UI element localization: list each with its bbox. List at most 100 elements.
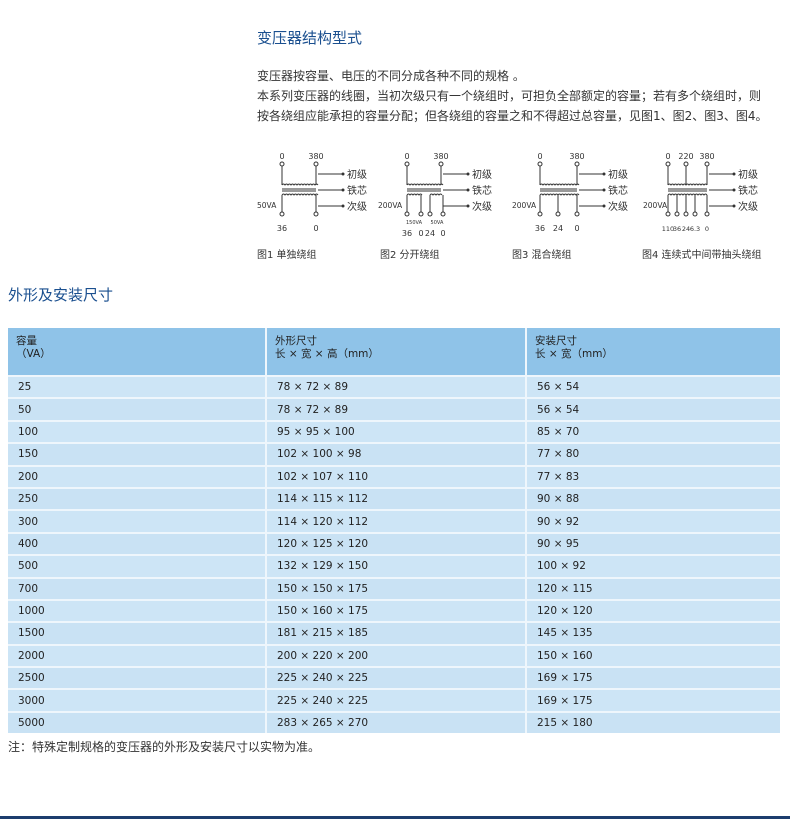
figure-caption: 图4 连续式中间带抽头绕组 [642, 248, 762, 261]
cell-mounting-size: 150 × 160 [526, 643, 780, 668]
cell-capacity: 5000 [8, 710, 267, 734]
cell-capacity: 400 [8, 531, 267, 556]
arrow-head-icon [341, 188, 345, 192]
cell-capacity: 2000 [8, 643, 267, 668]
secondary-coil [429, 193, 443, 196]
capacity-label: 200VA [378, 201, 403, 210]
secondary-voltage-label: 0 [418, 229, 423, 238]
table-row: 400 120 × 125 × 120 90 × 95 [8, 531, 780, 556]
arrow-head-icon [732, 188, 736, 192]
figure-caption: 图2 分开绕组 [380, 248, 440, 261]
table-row: 2500 225 × 240 × 225 169 × 175 [8, 666, 780, 690]
arrow-head-icon [602, 204, 606, 208]
terminal-icon [692, 211, 698, 217]
section-title-dimensions: 外形及安装尺寸 [8, 286, 114, 304]
terminal-icon [704, 161, 710, 167]
secondary-voltage-label: 36 [673, 225, 681, 233]
terminal-icon [574, 211, 580, 217]
cell-mounting-size: 56 × 54 [526, 397, 780, 421]
primary-voltage-label: 0 [279, 152, 284, 161]
arrow-head-icon [602, 188, 606, 192]
winding-legend-label: 初级 [608, 168, 628, 181]
terminal-icon [683, 161, 689, 167]
table-row: 2000 200 × 220 × 200 150 × 160 [8, 643, 780, 668]
secondary-voltage-label: 0 [574, 224, 579, 233]
header-mounting-size: 安装尺寸长 × 宽（mm） [526, 328, 780, 376]
cell-outline-size: 225 × 240 × 225 [266, 666, 527, 690]
figure-caption: 图3 混合绕组 [512, 248, 572, 261]
terminal-icon [537, 211, 543, 217]
cell-outline-size: 150 × 150 × 175 [266, 576, 527, 600]
table-row: 200 102 × 107 × 110 77 × 83 [8, 464, 780, 488]
table-row: 100 95 × 95 × 100 85 × 70 [8, 419, 780, 444]
cell-mounting-size: 169 × 175 [526, 688, 780, 712]
header-line: 外形尺寸 [275, 335, 317, 347]
secondary-voltage-label: 0 [705, 225, 709, 233]
cell-outline-size: 150 × 160 × 175 [266, 598, 527, 623]
terminal-icon [279, 211, 285, 217]
terminal-icon [665, 161, 671, 167]
cell-mounting-size: 90 × 95 [526, 531, 780, 556]
primary-voltage-label: 0 [404, 152, 409, 161]
terminal-icon [537, 161, 543, 167]
terminal-icon [440, 211, 446, 217]
cell-capacity: 25 [8, 374, 267, 399]
secondary-voltage-label: 24 [553, 224, 563, 233]
intro-line: 本系列变压器的线圈，当初次级只有一个绕组时，可担负全部额定的容量；若有多个绕组时… [257, 89, 762, 103]
capacity-label: 200VA [512, 201, 537, 210]
secondary-coil [539, 193, 580, 196]
cell-outline-size: 102 × 100 × 98 [266, 442, 527, 466]
cell-capacity: 500 [8, 554, 267, 578]
table-header-row: 容量 （VA） 外形尺寸长 × 宽 × 高（mm） 安装尺寸长 × 宽（mm） [8, 328, 780, 376]
table-row: 700 150 × 150 × 175 120 × 115 [8, 576, 780, 600]
header-line: 长 × 宽（mm） [535, 348, 613, 360]
primary-coil [539, 183, 580, 186]
cell-mounting-size: 120 × 115 [526, 576, 780, 600]
winding-legend-label: 次级 [738, 200, 758, 213]
terminal-icon [313, 211, 319, 217]
table-row: 150 102 × 100 × 98 77 × 80 [8, 442, 780, 466]
cell-capacity: 150 [8, 442, 267, 466]
secondary-voltage-label: 24 [425, 229, 435, 238]
cell-mounting-size: 77 × 80 [526, 442, 780, 466]
header-line: （VA） [16, 348, 51, 360]
table-row: 1500 181 × 215 × 185 145 × 135 [8, 621, 780, 645]
primary-coil [281, 183, 319, 186]
primary-voltage-label: 380 [699, 152, 714, 161]
cell-mounting-size: 77 × 83 [526, 464, 780, 488]
arrow-head-icon [732, 204, 736, 208]
terminal-icon [279, 161, 285, 167]
winding-legend-label: 次级 [472, 200, 492, 213]
cell-capacity: 700 [8, 576, 267, 600]
terminal-icon [704, 211, 710, 217]
cell-capacity: 3000 [8, 688, 267, 712]
winding-legend-label: 次级 [347, 200, 367, 213]
cell-outline-size: 78 × 72 × 89 [266, 397, 527, 421]
cell-outline-size: 114 × 115 × 112 [266, 486, 527, 511]
cell-outline-size: 132 × 129 × 150 [266, 554, 527, 578]
winding-legend-label: 初级 [347, 168, 367, 181]
cell-outline-size: 120 × 125 × 120 [266, 531, 527, 556]
primary-voltage-label: 380 [433, 152, 448, 161]
terminal-icon [418, 211, 424, 217]
intro-line: 按各绕组应能承担的容量分配；但各绕组的容量之和不得超过总容量，见图1、图2、图3… [257, 109, 768, 123]
winding-legend-label: 铁芯 [738, 184, 758, 197]
table-row: 3000 225 × 240 × 225 169 × 175 [8, 688, 780, 712]
cell-mounting-size: 169 × 175 [526, 666, 780, 690]
secondary-voltage-label: 0 [313, 224, 318, 233]
table-row: 300 114 × 120 × 112 90 × 92 [8, 509, 780, 533]
terminal-icon [438, 161, 444, 167]
secondary-coil [406, 193, 423, 196]
cell-capacity: 300 [8, 509, 267, 533]
figure-caption: 图1 单独绕组 [257, 248, 317, 261]
cell-capacity: 200 [8, 464, 267, 488]
cell-mounting-size: 85 × 70 [526, 419, 780, 444]
header-line: 容量 [16, 335, 37, 347]
capacity-label: 200VA [643, 201, 668, 210]
secondary-voltage-label: 36 [402, 229, 412, 238]
cell-mounting-size: 145 × 135 [526, 621, 780, 645]
terminal-icon [404, 161, 410, 167]
cell-capacity: 100 [8, 419, 267, 444]
footnote: 注：特殊定制规格的变压器的外形及安装尺寸以实物为准。 [8, 740, 321, 754]
winding-legend-label: 初级 [738, 168, 758, 181]
